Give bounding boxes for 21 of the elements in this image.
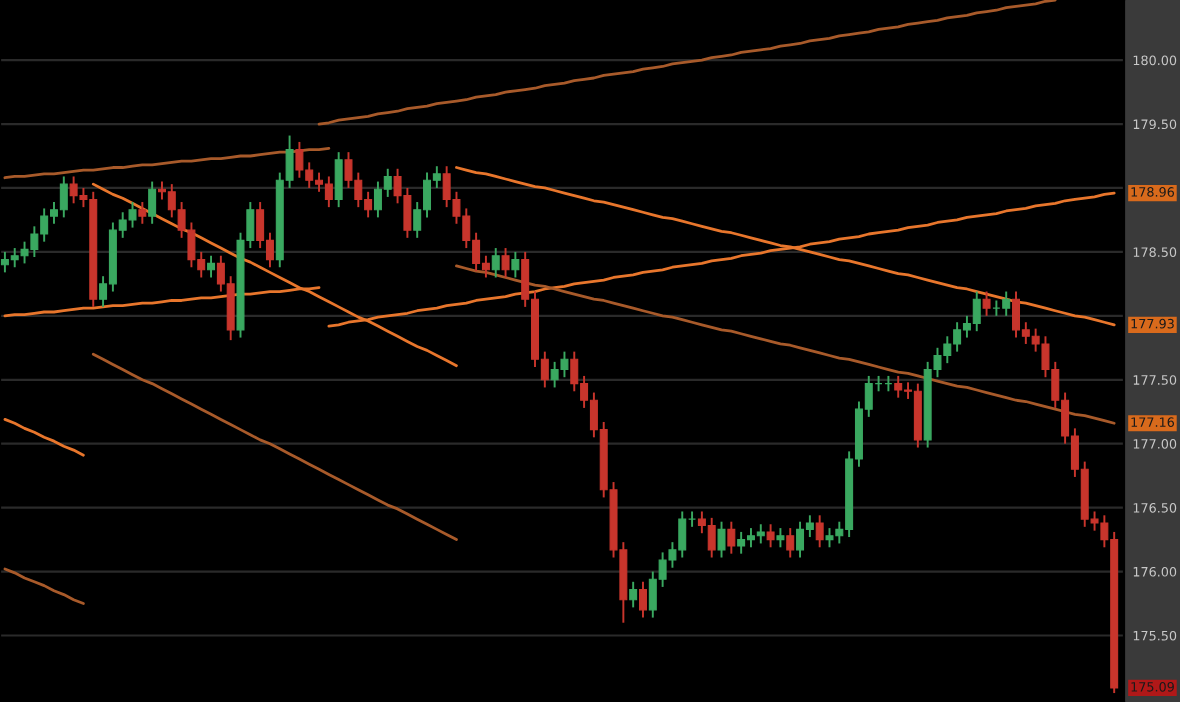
candlestick xyxy=(138,201,147,225)
candlestick xyxy=(501,247,510,279)
candlestick xyxy=(766,523,775,549)
candlestick xyxy=(727,520,736,555)
candlestick xyxy=(334,151,343,209)
line-series xyxy=(91,352,458,541)
candlestick xyxy=(815,514,824,549)
candlestick xyxy=(207,254,216,279)
candlestick xyxy=(786,527,795,559)
candlestick xyxy=(629,580,638,609)
line-series xyxy=(317,0,1057,126)
candlestick xyxy=(491,247,500,279)
candlestick xyxy=(148,180,157,225)
line-series xyxy=(3,567,85,605)
candlestick xyxy=(638,580,647,619)
line-series xyxy=(3,418,85,457)
candlestick xyxy=(717,520,726,559)
line-series xyxy=(3,146,331,180)
candlestick xyxy=(776,527,785,549)
candlestick xyxy=(511,250,520,279)
candlestick xyxy=(982,290,991,317)
